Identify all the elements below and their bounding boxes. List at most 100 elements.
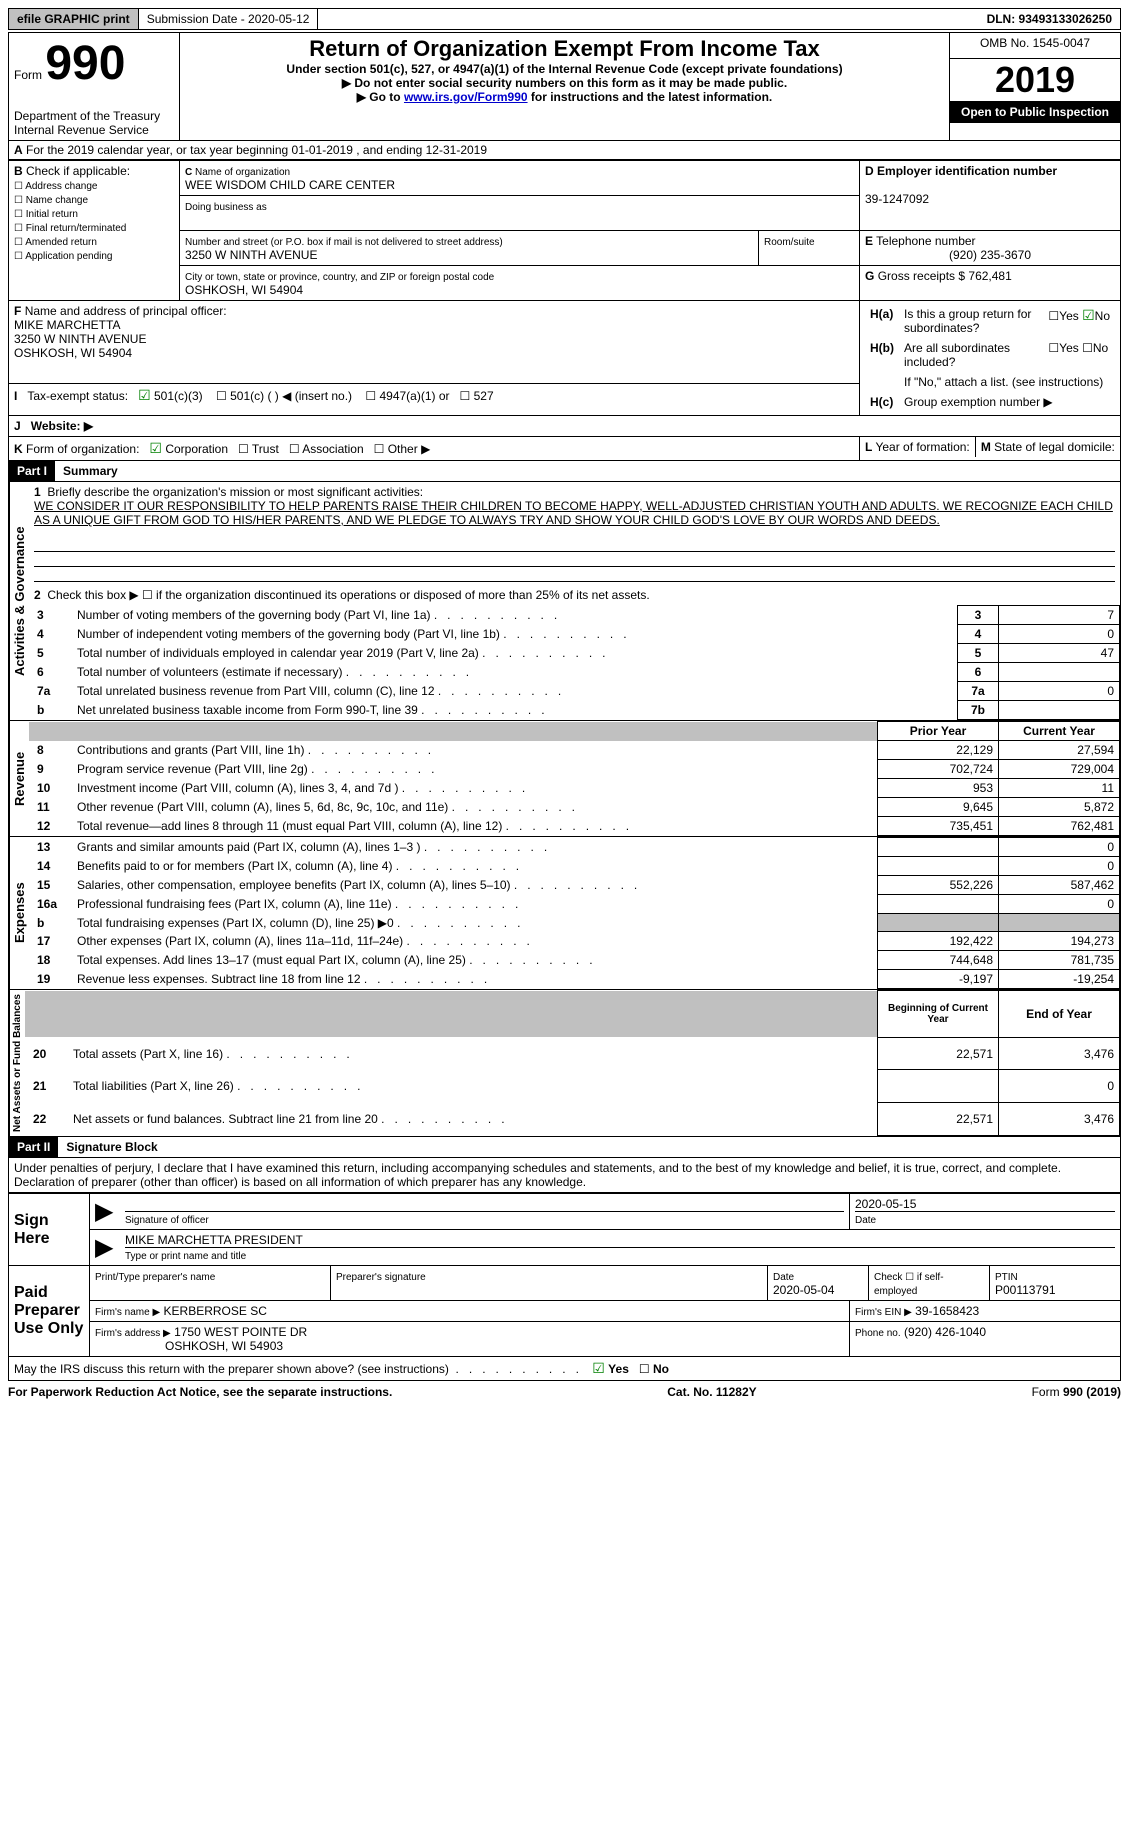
opt-other[interactable]: Other ▶ [388,442,431,456]
dept-treasury: Department of the Treasury Internal Reve… [14,109,174,137]
Ha-no-checked [1082,309,1095,323]
officer-name: MIKE MARCHETTA [14,318,120,332]
boxF-label: Name and address of principal officer: [25,304,227,318]
vlabel-exp: Expenses [9,837,29,989]
ein: 39-1247092 [865,192,929,206]
prep-date: 2020-05-04 [773,1283,834,1297]
note-ssn: Do not enter social security numbers on … [185,76,944,90]
firm-label: Firm's name ▶ [95,1307,160,1318]
opt-address[interactable]: Address change [25,181,97,192]
lineI-label: Tax-exempt status: [27,389,128,403]
opt-4947[interactable]: 4947(a)(1) or [379,389,449,403]
boxE-label: Telephone number [876,234,975,248]
discuss-yes-checked [592,1362,605,1376]
Hb-note: If "No," attach a list. (see instruction… [899,372,1115,392]
form990-link[interactable]: www.irs.gov/Form990 [404,90,528,104]
dln: DLN: 93493133026250 [979,9,1120,29]
vlabel-gov: Activities & Governance [9,482,29,720]
opt-name[interactable]: Name change [26,195,88,206]
part1-header: Part I [9,461,55,481]
form-word: Form [14,68,42,82]
firm-ein: 39-1658423 [915,1304,979,1318]
Hb-label: Are all subordinates included? [899,338,1043,372]
opt-trust[interactable]: Trust [252,442,279,456]
opt-527[interactable]: 527 [474,389,494,403]
part2-header: Part II [9,1137,58,1157]
discuss-label: May the IRS discuss this return with the… [14,1362,449,1376]
city-label: City or town, state or province, country… [185,272,494,283]
paid-preparer: Paid Preparer Use Only [9,1266,90,1357]
opt-amended[interactable]: Amended return [25,237,97,248]
omb: OMB No. 1545-0047 [950,33,1121,59]
ptin: P00113791 [995,1283,1056,1297]
firm-addr-label: Firm's address ▶ [95,1328,171,1339]
lineM: State of legal domicile: [994,440,1115,454]
subtitle: Under section 501(c), 527, or 4947(a)(1)… [185,62,944,76]
entity-info: B Check if applicable: ☐ Address change … [8,160,1121,461]
firm-phone-label: Phone no. [855,1328,901,1339]
part1-title: Summary [55,461,126,481]
lineK-label: Form of organization: [26,442,139,456]
officer-printed: MIKE MARCHETTA PRESIDENT [125,1233,1115,1248]
firm-addr2: OSHKOSH, WI 54903 [165,1339,283,1353]
firm-phone: (920) 426-1040 [904,1325,986,1339]
501c3-checked [138,389,151,403]
q1-label: Briefly describe the organization's miss… [47,485,423,499]
opt-pending[interactable]: Application pending [25,251,112,262]
opt-initial[interactable]: Initial return [26,209,78,220]
street-address: 3250 W NINTH AVENUE [185,248,317,262]
discuss-no[interactable]: No [653,1362,669,1376]
firm-addr1: 1750 WEST POINTE DR [174,1325,307,1339]
opt-assoc[interactable]: Association [302,442,363,456]
sig-name-label: Type or print name and title [125,1251,246,1262]
Hb-yes[interactable]: Yes [1059,341,1079,355]
mission-text: WE CONSIDER IT OUR RESPONSIBILITY TO HEL… [34,499,1113,527]
Ha-yes[interactable]: Yes [1059,309,1079,323]
note-goto-post: for instructions and the latest informat… [528,90,773,104]
vlabel-bal: Net Assets or Fund Balances [9,990,25,1136]
telephone: (920) 235-3670 [865,248,1115,262]
opt-501c3[interactable]: 501(c)(3) [154,389,203,403]
discuss-yes[interactable]: Yes [608,1362,629,1376]
q2-text: Check this box ▶ ☐ if the organization d… [47,588,649,602]
dba-label: Doing business as [185,202,267,213]
corp-checked [149,442,162,456]
Ha-no[interactable]: No [1095,309,1110,323]
firm-ein-label: Firm's EIN ▶ [855,1307,912,1318]
boxC-label: Name of organization [195,167,290,178]
sig-officer-label: Signature of officer [125,1215,209,1226]
city-state-zip: OSHKOSH, WI 54904 [185,283,303,297]
vlabel-rev: Revenue [9,721,29,836]
lineL: Year of formation: [875,440,969,454]
sig-date-label: Date [855,1215,876,1226]
room-label: Room/suite [764,237,815,248]
prep-selfemp[interactable]: Check ☐ if self-employed [874,1272,944,1297]
opt-501c[interactable]: 501(c) ( ) ◀ (insert no.) [230,389,352,403]
efile-label[interactable]: efile GRAPHIC print [9,9,139,29]
gross-receipts: 762,481 [968,269,1011,283]
perjury-declaration: Under penalties of perjury, I declare th… [8,1158,1121,1193]
boxB-label: Check if applicable: [26,164,130,178]
note-goto-pre: Go to [369,90,404,104]
opt-final[interactable]: Final return/terminated [26,223,127,234]
ptin-label: PTIN [995,1272,1018,1283]
footer-left: For Paperwork Reduction Act Notice, see … [8,1385,392,1399]
org-name: WEE WISDOM CHILD CARE CENTER [185,178,395,192]
period-line: For the 2019 calendar year, or tax year … [26,143,487,157]
footer-mid: Cat. No. 11282Y [667,1385,756,1399]
officer-addr1: 3250 W NINTH AVENUE [14,332,146,346]
top-bar: efile GRAPHIC print Submission Date - 20… [8,8,1121,30]
Hb-no[interactable]: No [1093,341,1108,355]
Hc-label: Group exemption number ▶ [899,392,1115,412]
Ha-label: Is this a group return for subordinates? [899,304,1043,338]
officer-addr2: OSHKOSH, WI 54904 [14,346,132,360]
main-title: Return of Organization Exempt From Incom… [185,36,944,62]
sig-date: 2020-05-15 [855,1197,1115,1212]
sign-here: Sign Here [9,1194,90,1266]
opt-corp[interactable]: Corporation [165,442,228,456]
form-number: 990 [45,37,125,90]
signature-block: Sign Here ▶ Signature of officer 2020-05… [8,1193,1121,1357]
prep-date-label: Date [773,1272,794,1283]
firm-name: KERBERROSE SC [164,1304,267,1318]
form-header: Form 990 Department of the Treasury Inte… [8,32,1121,141]
